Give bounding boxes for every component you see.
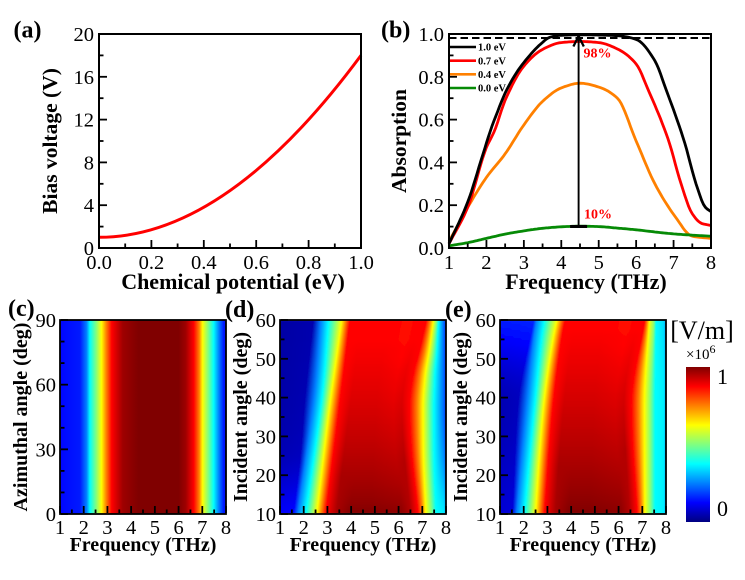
svg-text:10: 10 [476, 504, 497, 526]
svg-text:20: 20 [256, 465, 277, 487]
svg-text:7: 7 [417, 517, 427, 539]
svg-text:10%: 10% [584, 208, 612, 223]
svg-text:Azimuthal angle (deg): Azimuthal angle (deg) [10, 323, 32, 512]
svg-text:60: 60 [476, 310, 497, 332]
svg-text:4: 4 [556, 252, 566, 274]
svg-text:20: 20 [74, 24, 95, 46]
svg-text:4: 4 [566, 517, 576, 539]
svg-text:40: 40 [476, 388, 497, 410]
svg-text:50: 50 [256, 349, 277, 371]
svg-text:[V/m]: [V/m] [670, 316, 734, 345]
svg-text:2: 2 [481, 252, 491, 274]
svg-text:0.4 eV: 0.4 eV [478, 70, 506, 81]
svg-text:7: 7 [197, 517, 207, 539]
svg-text:2: 2 [79, 517, 89, 539]
svg-text:Bias voltage (V): Bias voltage (V) [38, 68, 62, 214]
svg-text:Frequency (THz): Frequency (THz) [290, 534, 437, 556]
svg-text:3: 3 [102, 517, 112, 539]
svg-text:Incident angle (deg): Incident angle (deg) [450, 332, 472, 502]
svg-text:1.0 eV: 1.0 eV [478, 43, 506, 54]
svg-text:1: 1 [55, 517, 65, 539]
svg-text:(d): (d) [225, 297, 254, 323]
svg-text:10: 10 [256, 504, 277, 526]
svg-text:6: 6 [173, 517, 183, 539]
svg-text:Chemical potential (eV): Chemical potential (eV) [121, 269, 345, 294]
svg-text:(a): (a) [14, 18, 42, 44]
svg-text:8: 8 [661, 517, 671, 539]
svg-text:(b): (b) [381, 18, 410, 44]
svg-text:1: 1 [275, 517, 285, 539]
svg-text:0.0 eV: 0.0 eV [478, 84, 506, 95]
svg-text:0.2: 0.2 [418, 195, 444, 217]
svg-text:8: 8 [706, 252, 716, 274]
svg-text:3: 3 [519, 252, 529, 274]
svg-text:Frequency (THz): Frequency (THz) [510, 534, 657, 556]
svg-text:30: 30 [476, 426, 497, 448]
svg-text:5: 5 [370, 517, 380, 539]
svg-text:60: 60 [256, 310, 277, 332]
svg-text:0.8: 0.8 [418, 67, 444, 89]
svg-text:1.0: 1.0 [348, 252, 374, 274]
svg-text:6: 6 [613, 517, 623, 539]
svg-text:(c): (c) [8, 296, 35, 322]
svg-text:16: 16 [74, 67, 95, 89]
svg-text:5: 5 [594, 252, 604, 274]
svg-text:0: 0 [717, 496, 728, 521]
svg-text:30: 30 [256, 426, 277, 448]
svg-text:0.7 eV: 0.7 eV [478, 56, 506, 67]
svg-text:3: 3 [322, 517, 332, 539]
svg-text:Frequency (THz): Frequency (THz) [505, 269, 667, 294]
svg-text:0.4: 0.4 [191, 252, 217, 274]
svg-text:1: 1 [717, 364, 728, 389]
svg-text:4: 4 [346, 517, 356, 539]
svg-text:7: 7 [637, 517, 647, 539]
svg-text:3: 3 [542, 517, 552, 539]
svg-text:0.8: 0.8 [296, 252, 322, 274]
svg-text:0: 0 [84, 238, 94, 260]
svg-text:2: 2 [299, 517, 309, 539]
svg-text:50: 50 [476, 349, 497, 371]
svg-text:Frequency (THz): Frequency (THz) [70, 534, 217, 556]
svg-text:20: 20 [476, 465, 497, 487]
svg-text:0.6: 0.6 [243, 252, 269, 274]
svg-text:1.0: 1.0 [418, 24, 444, 46]
svg-text:Absorption: Absorption [387, 89, 411, 193]
svg-text:(e): (e) [445, 297, 472, 323]
svg-text:8: 8 [221, 517, 231, 539]
svg-text:7: 7 [668, 252, 678, 274]
svg-text:98%: 98% [584, 47, 612, 62]
svg-text:40: 40 [256, 388, 277, 410]
svg-text:4: 4 [84, 195, 94, 217]
svg-text:5: 5 [590, 517, 600, 539]
svg-text:0.0: 0.0 [86, 252, 112, 274]
svg-text:2: 2 [519, 517, 529, 539]
svg-text:0: 0 [46, 504, 56, 526]
svg-text:6: 6 [631, 252, 641, 274]
svg-text:4: 4 [126, 517, 136, 539]
svg-text:0.6: 0.6 [418, 110, 444, 132]
svg-text:0.2: 0.2 [139, 252, 165, 274]
svg-text:6: 6 [393, 517, 403, 539]
svg-text:8: 8 [84, 152, 94, 174]
svg-text:0.4: 0.4 [418, 152, 444, 174]
svg-text:60: 60 [36, 375, 57, 397]
svg-text:12: 12 [74, 110, 95, 132]
svg-text:1: 1 [444, 252, 454, 274]
svg-text:30: 30 [36, 439, 57, 461]
svg-text:90: 90 [36, 310, 57, 332]
svg-text:5: 5 [150, 517, 160, 539]
svg-text:1: 1 [495, 517, 505, 539]
svg-text:×106: ×106 [686, 342, 715, 363]
svg-text:8: 8 [441, 517, 451, 539]
svg-text:0.0: 0.0 [418, 238, 444, 260]
svg-text:Incident angle (deg): Incident angle (deg) [230, 332, 252, 502]
